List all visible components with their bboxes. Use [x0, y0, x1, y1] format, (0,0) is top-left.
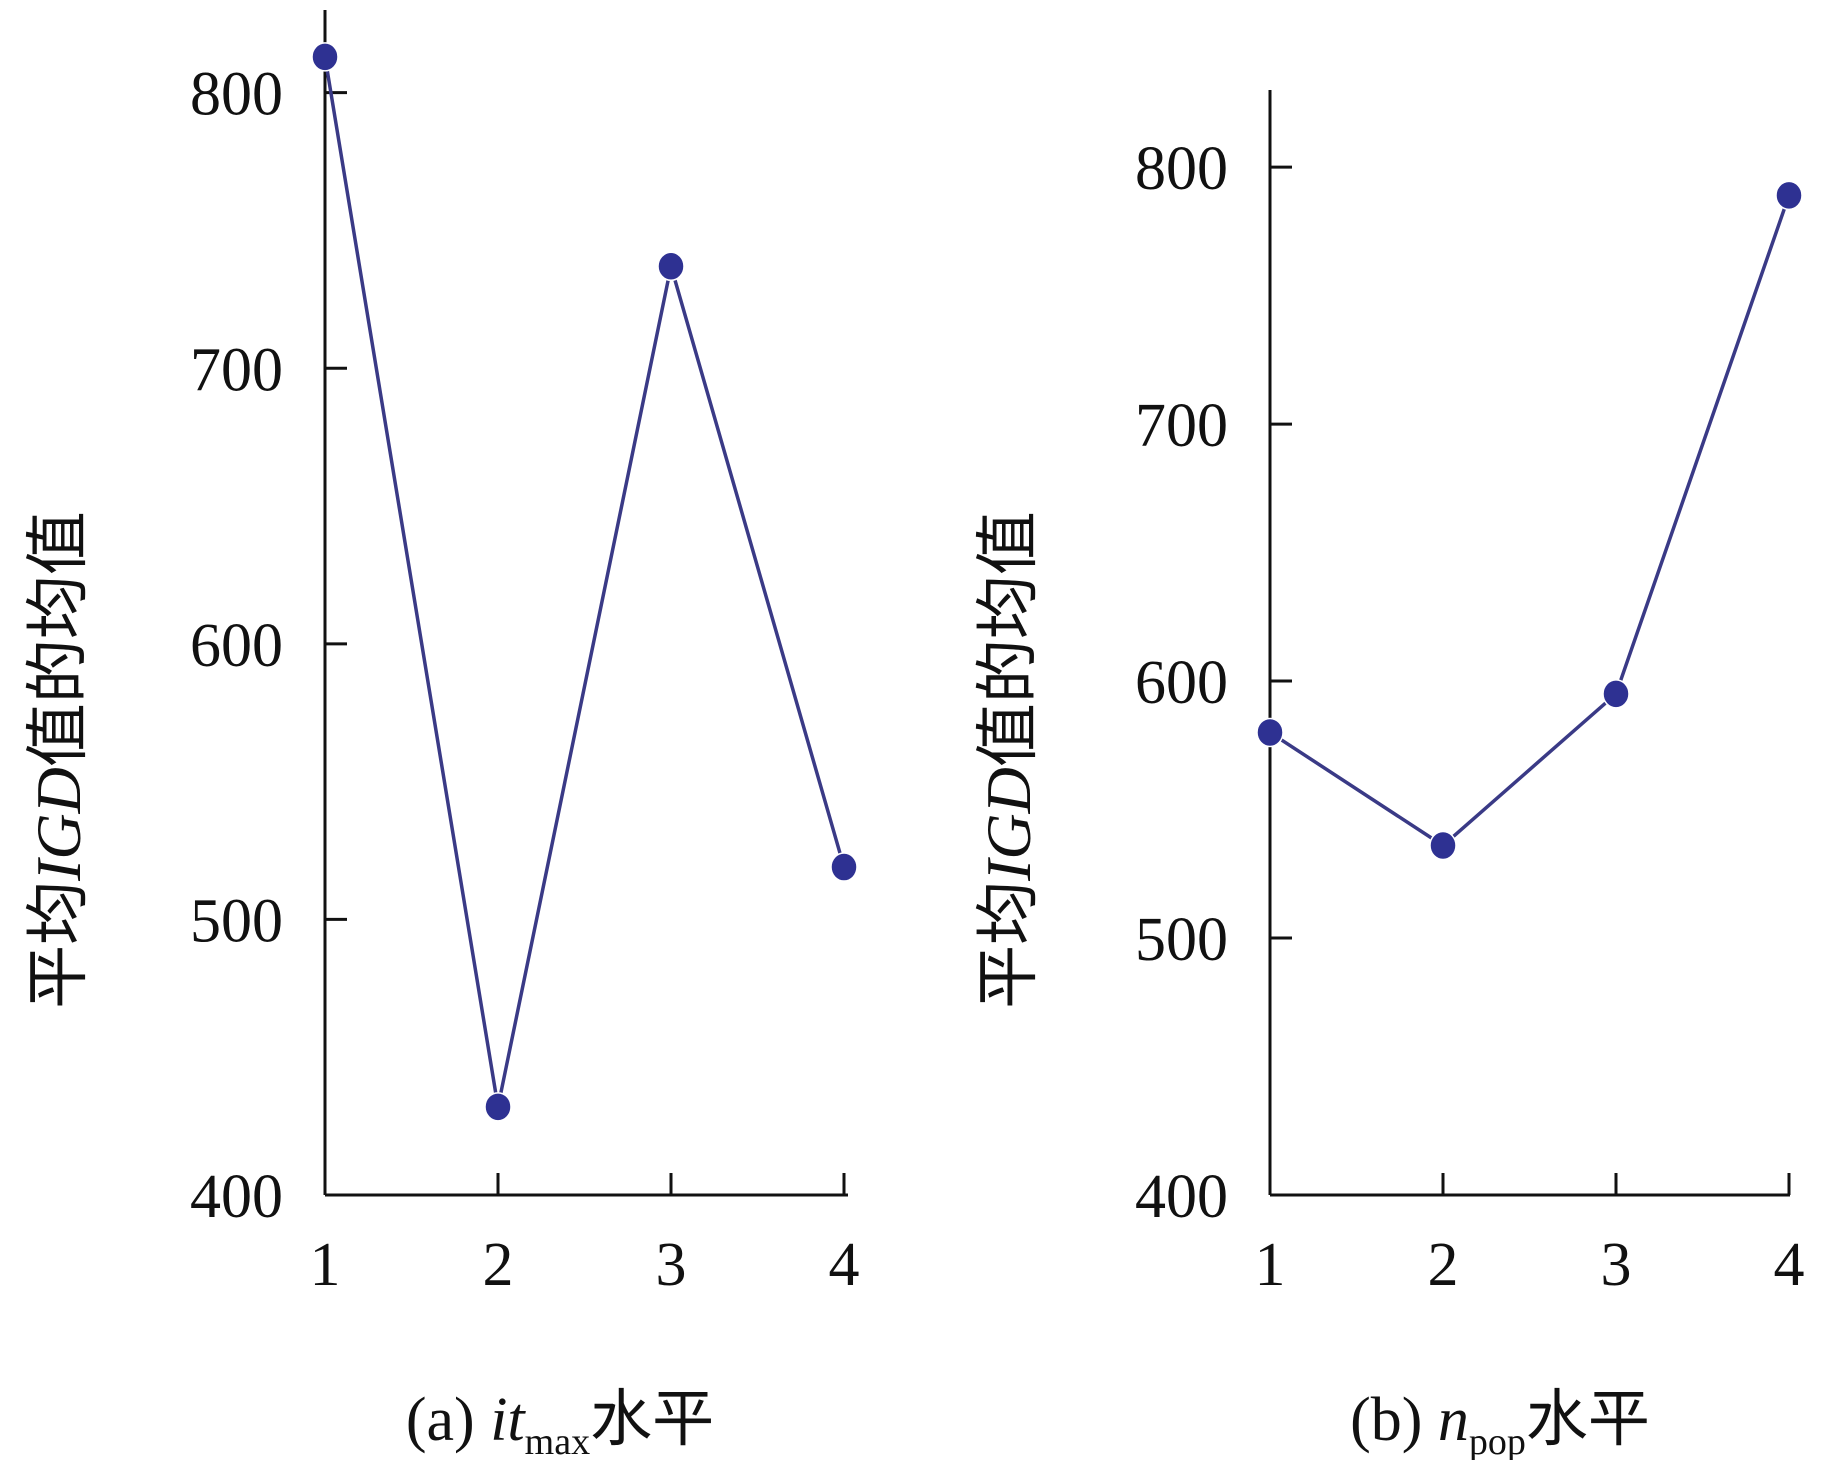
- panel-b-data-point: [1256, 717, 1284, 748]
- panel-a-y-tick-label: 700: [190, 336, 283, 404]
- panel-a-x-tick-label: 2: [483, 1231, 514, 1299]
- panel-a-series-line: [323, 56, 846, 1108]
- panel-a-axes: 400 500 600 700 800 1 2 3 4: [190, 10, 860, 1299]
- panel-b-y-tick-label: 500: [1135, 906, 1228, 974]
- panel-b-x-tick-label: 3: [1601, 1231, 1632, 1299]
- panel-b-y-tick-label: 400: [1135, 1163, 1228, 1231]
- panel-b-x-tick-label: 4: [1774, 1231, 1805, 1299]
- panel-b-y-tick-label: 600: [1135, 649, 1228, 717]
- panel-a-data-point: [484, 1092, 512, 1122]
- panel-b-data-point: [1429, 830, 1457, 861]
- panel-b-caption: (b) npop水平: [1350, 1386, 1650, 1460]
- panel-a-data-point: [311, 42, 339, 72]
- panel-a-y-tick-label: 500: [190, 887, 283, 955]
- panel-b-y-tick-label: 700: [1135, 392, 1228, 460]
- panel-a-x-tick-label: 3: [656, 1231, 687, 1299]
- panel-a-series: [311, 42, 858, 1122]
- panel-a-y-tick-label: 400: [190, 1163, 283, 1231]
- panel-b-x-tick-label: 1: [1255, 1231, 1286, 1299]
- panel-a-data-point: [830, 852, 858, 882]
- panel-a-x-tick-label: 1: [310, 1231, 341, 1299]
- panel-b-x-tick-label: 2: [1428, 1231, 1459, 1299]
- panel-b-data-point: [1775, 180, 1803, 211]
- panel-b-y-tick-label: 800: [1135, 135, 1228, 203]
- panel-a-y-tick-label: 600: [190, 612, 283, 680]
- panel-b-axes: 400 500 600 700 800 1 2 3 4: [1135, 90, 1805, 1299]
- panel-a-ylabel: 平均IGD值的均值: [23, 511, 94, 1009]
- panel-b: 平均IGD值的均值 400 500 600 700 800 1 2 3 4 (b) npop水平: [973, 90, 1805, 1460]
- panel-b-ylabel: 平均IGD值的均值: [973, 511, 1044, 1009]
- panel-b-series: [1256, 180, 1803, 861]
- panel-a-x-tick-label: 4: [829, 1231, 860, 1299]
- panel-b-series-line: [1269, 194, 1791, 848]
- panel-a-caption: (a) itmax水平: [406, 1386, 714, 1460]
- panel-b-data-point: [1602, 679, 1630, 709]
- panel-a-y-tick-label: 800: [190, 61, 283, 129]
- panel-a-data-point: [657, 251, 685, 282]
- panel-a: 平均IGD值的均值 400 500 600 700 800 1 2 3 4 (a) itmax水…: [23, 10, 860, 1460]
